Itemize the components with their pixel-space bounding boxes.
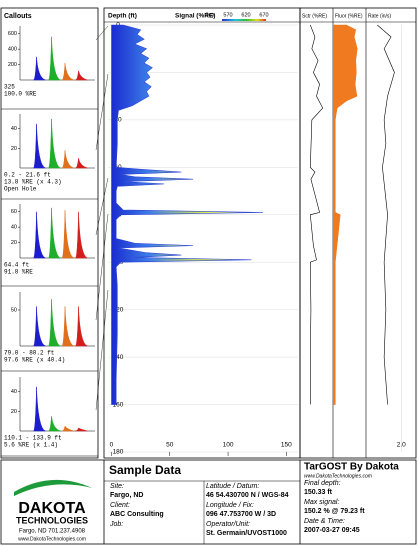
field-label: Operator/Unit: <box>206 521 250 528</box>
callout-text: 0.2 - 21.6 ft <box>4 172 51 179</box>
y-tick-label: 600 <box>8 31 17 37</box>
waveform-peak <box>33 306 46 347</box>
waveform-peak <box>33 56 46 81</box>
field-value: ABC Consulting <box>110 511 164 518</box>
field-value: 2007-03-27 09:45 <box>304 527 360 534</box>
callout-text: 13.8 %RE (x 4.3) <box>4 179 62 186</box>
field-label: Site: <box>110 483 124 490</box>
waveform-peak <box>48 207 61 259</box>
footer-title: Sample Data <box>109 463 181 477</box>
callouts-title: Callouts <box>4 13 32 20</box>
y-tick-label: 140 <box>113 354 124 361</box>
callout-text: 325 <box>4 84 15 91</box>
track-label: Fluor (%RE) <box>335 13 363 19</box>
legend-tick-label: 620 <box>241 12 250 18</box>
y-tick-label: 20 <box>11 240 17 246</box>
field-label: Final depth: <box>304 480 341 487</box>
waveform-peak <box>61 210 75 259</box>
waveform-peak <box>33 211 46 259</box>
callout-text: 97.6 %RE (x 40.4) <box>4 357 65 364</box>
waveform-peak <box>75 306 88 347</box>
waveform-peak <box>75 70 88 81</box>
y-tick-label: 20 <box>11 146 17 152</box>
waveform-peak <box>75 158 88 169</box>
x-tick-label: 50 <box>166 442 174 449</box>
field-label: Longitude / Fix: <box>206 502 254 509</box>
signal-line <box>309 24 324 405</box>
waveform-peak <box>61 150 75 169</box>
x-axis-label: Signal (%RE) <box>175 13 215 20</box>
legend-colorbar <box>222 19 266 21</box>
y-tick-label: 160 <box>113 401 124 408</box>
callout-text: 5.6 %RE (x 1.4) <box>4 442 58 449</box>
callout-text: Open Hole <box>4 186 37 193</box>
y-tick-label: 120 <box>113 306 124 313</box>
field-label: Max signal: <box>304 499 339 506</box>
field-value: 150.2 % @ 79.23 ft <box>304 508 365 515</box>
field-value: 096 47.753700 W / 3D <box>206 511 276 518</box>
field-value: Fargo, ND <box>110 492 143 499</box>
waveform-peak <box>75 427 88 432</box>
signal-area <box>333 24 358 405</box>
field-value: 46 54.430700 N / WGS-84 <box>206 492 289 499</box>
track-label: Rate (in/s) <box>368 13 391 19</box>
field-value: St. Germain/UVOST1000 <box>206 530 287 537</box>
y-tick-label: 40 <box>11 389 17 395</box>
callout-text: 100.0 %RE <box>4 91 37 98</box>
signal-area <box>111 24 264 405</box>
field-label: Date & Time: <box>304 518 345 525</box>
waveform-peak <box>33 123 46 169</box>
y-tick-label: 40 <box>114 117 122 124</box>
field-label: Job: <box>109 521 123 528</box>
waveform-peak <box>33 386 46 432</box>
waveform-peak <box>61 306 75 347</box>
waveform-peak <box>48 416 61 432</box>
waveform-peak <box>48 36 61 81</box>
callout-frame <box>0 7 99 459</box>
waveform-peak <box>61 63 75 81</box>
y-tick-label: 400 <box>8 47 17 53</box>
logo-swoosh <box>14 479 92 496</box>
waveform-peak <box>75 211 88 259</box>
x-tick-label: 0 <box>110 442 114 449</box>
track-label: Sctr (%RE) <box>302 13 327 19</box>
field-label: Client: <box>110 502 130 509</box>
callout-text: 79.0 - 80.2 ft <box>4 350 54 357</box>
footer-frame <box>0 459 417 545</box>
logo-url: www.DakotaTechnologies.com <box>18 536 86 542</box>
x-tick-label: 150 <box>281 442 292 449</box>
callout-text: 91.8 %RE <box>4 269 33 276</box>
callout-text: 64.4 ft <box>4 262 29 269</box>
y-tick-label: 50 <box>11 307 17 313</box>
brand-url: www.DakotaTechnologies.com <box>304 473 372 479</box>
y-tick-label: 40 <box>11 225 17 231</box>
x-tick-label: 2.0 <box>397 442 406 449</box>
field-value: 150.33 ft <box>304 489 333 496</box>
y-axis-label: Depth (ft) <box>108 13 137 20</box>
x-tick-label: 100 <box>223 442 234 449</box>
y-tick-label: 200 <box>8 62 17 68</box>
waveform-peak <box>48 299 61 347</box>
logo-contact: Fargo, ND 701.237.4908 <box>19 529 86 535</box>
field-label: Latitude / Datum: <box>206 483 259 490</box>
signal-line <box>377 24 395 405</box>
y-tick-label: 20 <box>11 409 17 415</box>
legend-tick-label: 570 <box>223 12 232 18</box>
brand: TarGOST By Dakota <box>304 462 399 473</box>
y-tick-label: 40 <box>11 126 17 132</box>
logo-sub: TECHNOLOGIES <box>16 515 88 525</box>
legend-tick-label: 670 <box>259 12 268 18</box>
callout-connectors <box>95 25 109 411</box>
waveform-peak <box>61 425 75 432</box>
y-tick-label: 180 <box>113 449 124 456</box>
track-frame <box>299 7 417 459</box>
callout-text: 110.1 - 133.9 ft <box>4 435 62 442</box>
logo-name: DAKOTA <box>18 500 86 517</box>
y-tick-label: 60 <box>11 209 17 215</box>
legend-title: Sctr <box>205 12 215 18</box>
waveform-peak <box>48 118 61 169</box>
